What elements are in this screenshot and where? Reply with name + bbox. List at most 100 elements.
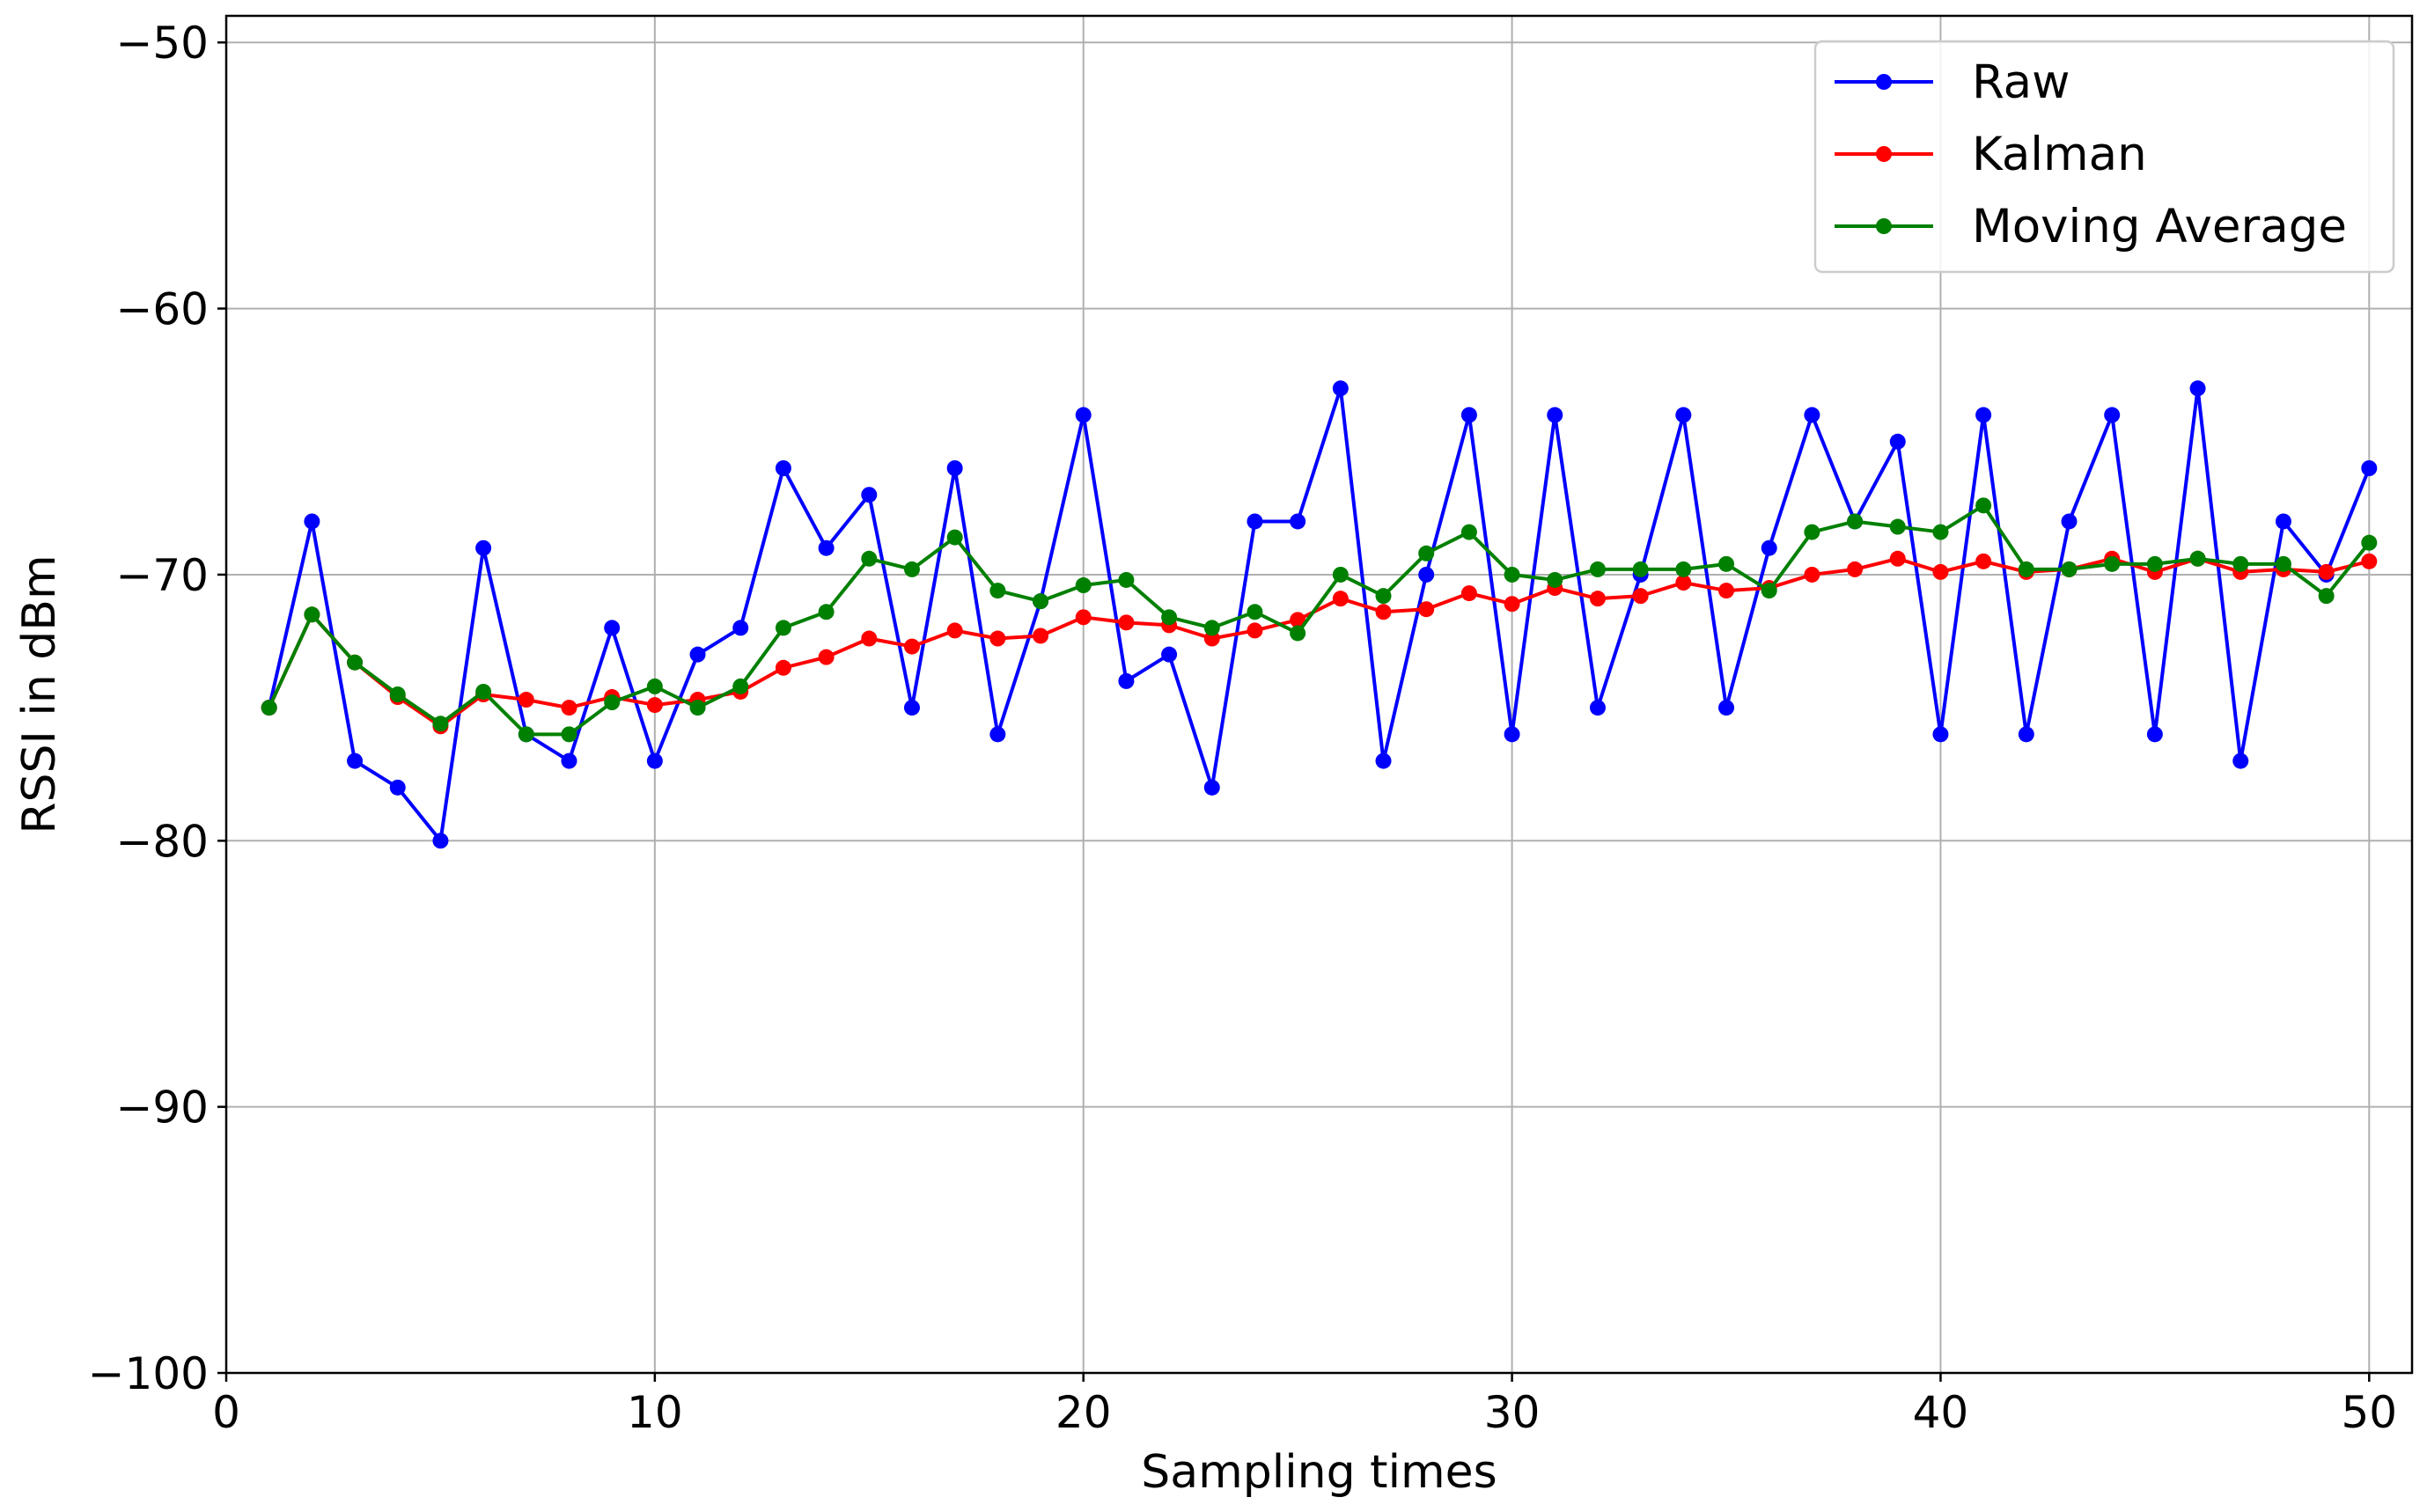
data-point <box>818 539 835 556</box>
data-point <box>1761 583 1777 599</box>
data-point <box>946 460 963 476</box>
y-tick-label: −70 <box>115 550 209 601</box>
data-point <box>1332 380 1349 397</box>
data-point <box>1460 407 1477 423</box>
data-point <box>2018 726 2034 743</box>
data-point <box>1889 550 1906 567</box>
x-tick-label: 0 <box>212 1387 240 1438</box>
data-point <box>1203 779 1220 796</box>
data-point <box>2318 588 2335 605</box>
data-point <box>1589 561 1606 577</box>
x-tick-label: 40 <box>1913 1387 1969 1438</box>
data-point <box>946 622 963 639</box>
data-point <box>347 752 364 769</box>
data-point <box>1290 612 1306 628</box>
data-point <box>1118 571 1135 588</box>
data-point <box>1247 604 1263 620</box>
legend-marker <box>1876 146 1892 162</box>
x-tick-label: 50 <box>2342 1387 2398 1438</box>
data-point <box>1290 513 1306 530</box>
data-point <box>1375 752 1392 769</box>
data-point <box>689 646 706 663</box>
data-point <box>475 683 492 700</box>
data-point <box>903 700 920 716</box>
data-point <box>2189 380 2206 397</box>
data-point <box>2275 555 2291 572</box>
data-point <box>1589 591 1606 607</box>
data-point <box>689 700 706 716</box>
data-point <box>2361 553 2378 569</box>
data-point <box>818 649 835 665</box>
data-point <box>1975 497 1992 514</box>
series-layer <box>261 380 2378 849</box>
data-point <box>646 697 663 714</box>
data-point <box>2104 555 2121 572</box>
data-point <box>775 620 791 636</box>
legend-label: Moving Average <box>1972 200 2347 253</box>
data-point <box>861 630 878 647</box>
data-point <box>1504 566 1520 583</box>
data-point <box>1975 407 1992 423</box>
data-point <box>1504 596 1520 613</box>
data-point <box>989 726 1006 743</box>
data-point <box>1761 539 1777 556</box>
data-point <box>1118 672 1135 689</box>
legend-box <box>1813 40 2395 274</box>
data-point <box>2146 555 2163 572</box>
data-point <box>1547 571 1563 588</box>
data-point <box>1460 585 1477 602</box>
legend-item: Raw <box>1835 55 2070 109</box>
data-point <box>1332 566 1349 583</box>
data-point <box>561 700 577 716</box>
data-point <box>1632 561 1649 577</box>
x-tick-label: 20 <box>1055 1387 1112 1438</box>
series-moving-average <box>261 497 2378 743</box>
data-point <box>1847 561 1864 577</box>
data-point <box>861 550 878 567</box>
data-point <box>646 752 663 769</box>
data-point <box>304 513 320 530</box>
data-point <box>1932 524 1949 540</box>
data-point <box>1075 577 1092 594</box>
y-tick-label: −80 <box>115 816 209 867</box>
data-point <box>1975 553 1992 569</box>
data-point <box>1118 614 1135 631</box>
series-raw <box>261 380 2378 849</box>
data-point <box>1804 407 1820 423</box>
data-point <box>732 678 749 694</box>
x-tick-label: 10 <box>627 1387 683 1438</box>
data-point <box>1718 555 1735 572</box>
data-point <box>903 638 920 655</box>
axis-ticks: 0 10 20 30 40 50 −100 −90 −80 −70 −60 −50 <box>88 18 2397 1438</box>
data-point <box>561 726 577 743</box>
data-point <box>2232 752 2249 769</box>
data-point <box>646 678 663 694</box>
data-point <box>1247 622 1263 639</box>
legend-marker <box>1876 218 1892 234</box>
data-point <box>1547 407 1563 423</box>
data-point <box>1418 601 1435 618</box>
data-point <box>2232 555 2249 572</box>
data-point <box>1804 524 1820 540</box>
data-point <box>518 692 534 708</box>
data-point <box>989 583 1006 599</box>
data-point <box>561 752 577 769</box>
data-point <box>1675 407 1692 423</box>
data-point <box>1247 513 1263 530</box>
data-point <box>304 606 320 623</box>
x-axis-label: Sampling times <box>1141 1446 1497 1499</box>
data-point <box>1418 566 1435 583</box>
data-point <box>1675 561 1692 577</box>
data-point <box>1847 513 1864 530</box>
y-tick-label: −90 <box>115 1083 209 1134</box>
data-point <box>1932 726 1949 743</box>
data-point <box>2318 563 2335 580</box>
data-point <box>1033 628 1049 644</box>
data-point <box>775 460 791 476</box>
legend: Raw Kalman Moving Average <box>1813 40 2395 274</box>
data-point <box>1718 583 1735 599</box>
data-point <box>1889 433 1906 450</box>
data-point <box>1889 518 1906 535</box>
data-point <box>432 833 449 849</box>
legend-item: Kalman <box>1835 128 2147 181</box>
